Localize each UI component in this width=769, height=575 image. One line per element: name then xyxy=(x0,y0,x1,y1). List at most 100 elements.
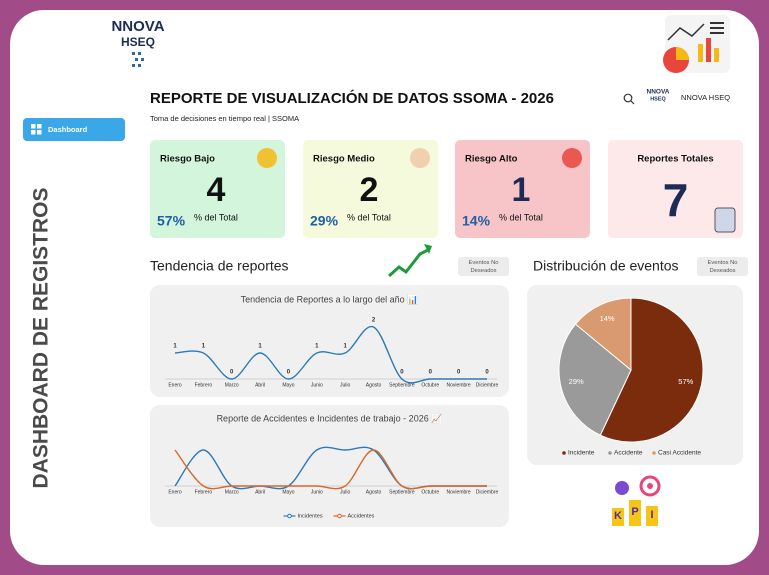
search-icon[interactable] xyxy=(623,93,635,105)
pie-slice xyxy=(599,297,704,443)
card-percent: 57% xyxy=(157,213,186,229)
card-value: 2 xyxy=(360,171,379,209)
x-tick-label: Julio xyxy=(340,489,351,495)
x-tick-label: Octubre xyxy=(421,382,439,388)
pie-label: 14% xyxy=(600,314,615,323)
svg-text:I: I xyxy=(650,509,653,521)
x-tick-label: Octubre xyxy=(421,489,439,495)
pie-slice xyxy=(574,297,632,372)
data-label: 1 xyxy=(202,344,206,350)
card-percent-text: % del Total xyxy=(499,212,543,222)
vertical-title: DASHBOARD DE REGISTROS xyxy=(30,187,53,488)
card-icon xyxy=(257,148,277,168)
chart-panel xyxy=(150,285,509,397)
card-icon xyxy=(562,148,582,168)
card xyxy=(455,140,590,238)
card-label: Riesgo Medio xyxy=(313,154,375,165)
badge-text[interactable]: Eventos No xyxy=(469,260,499,266)
x-tick-label: Septiembre xyxy=(389,489,415,495)
card-value: 7 xyxy=(663,174,689,226)
badge[interactable] xyxy=(458,257,509,276)
x-tick-label: Noviembre xyxy=(447,382,471,388)
card-label: Riesgo Alto xyxy=(465,154,518,165)
chart-icon xyxy=(663,15,730,73)
data-label: 0 xyxy=(230,370,234,376)
chart-title: Tendencia de Reportes a lo largo del año… xyxy=(241,293,419,304)
x-tick-label: Agosto xyxy=(366,489,382,495)
legend-label: Accidentes xyxy=(348,513,375,519)
trend-icon xyxy=(387,248,429,278)
legend-marker xyxy=(337,513,342,519)
x-tick-label: Abril xyxy=(255,489,265,495)
x-tick-label: Agosto xyxy=(366,382,382,388)
nav-button[interactable] xyxy=(23,118,125,141)
x-tick-label: Mayo xyxy=(282,382,294,388)
data-label: 0 xyxy=(485,370,489,376)
kpi-icon: K P I xyxy=(612,475,661,526)
card-label: Reportes Totales xyxy=(637,154,713,165)
chart-panel xyxy=(150,405,509,527)
section-title: Distribución de eventos xyxy=(533,258,679,274)
brand-line1: NNOVA xyxy=(111,18,164,35)
data-label: 1 xyxy=(315,344,319,350)
data-label: 1 xyxy=(344,344,348,350)
nav-label[interactable]: Dashboard xyxy=(48,125,88,134)
card xyxy=(608,140,743,238)
x-tick-label: Febrero xyxy=(195,382,213,388)
x-tick-label: Diciembre xyxy=(476,489,499,495)
card xyxy=(303,140,438,238)
legend-marker xyxy=(652,451,656,455)
page-title: REPORTE DE VISUALIZACIÓN DE DATOS SSOMA … xyxy=(150,89,554,107)
user-name[interactable]: NNOVA HSEQ xyxy=(681,93,730,102)
badge-text[interactable]: Deseados xyxy=(470,268,496,274)
data-label: 1 xyxy=(173,344,177,350)
card-percent: 29% xyxy=(310,213,339,229)
data-label: 2 xyxy=(372,318,376,324)
legend-marker xyxy=(287,513,292,519)
section-title: Tendencia de reportes xyxy=(150,258,289,274)
x-tick-label: Marzo xyxy=(225,489,239,495)
brand-dots xyxy=(132,52,144,67)
data-label: 0 xyxy=(457,370,461,376)
legend-label: Casi Accidente xyxy=(658,450,701,457)
x-tick-label: Noviembre xyxy=(447,489,471,495)
x-tick-label: Julio xyxy=(340,382,351,388)
card-icon xyxy=(410,148,430,168)
legend-label: Incidente xyxy=(568,450,595,457)
pie-label: 57% xyxy=(678,377,693,386)
pie-label: 29% xyxy=(569,377,584,386)
card-percent-text: % del Total xyxy=(194,212,238,222)
x-tick-label: Septiembre xyxy=(389,382,415,388)
x-tick-label: Junio xyxy=(311,489,323,495)
page-subtitle: Toma de decisiones en tiempo real | SSOM… xyxy=(150,114,299,123)
legend-label: Accidente xyxy=(614,450,643,457)
card-percent-text: % del Total xyxy=(347,212,391,222)
svg-text:K: K xyxy=(614,510,622,522)
svg-text:P: P xyxy=(631,506,638,518)
series-line xyxy=(174,449,487,490)
x-tick-label: Mayo xyxy=(282,489,294,495)
series-line xyxy=(174,325,487,384)
data-label: 0 xyxy=(400,370,404,376)
data-label: 1 xyxy=(258,344,262,350)
card-value: 1 xyxy=(512,171,531,209)
badge-text[interactable]: Eventos No xyxy=(708,260,738,266)
brand-line2: HSEQ xyxy=(121,35,155,49)
x-tick-label: Marzo xyxy=(225,382,239,388)
x-tick-label: Junio xyxy=(311,382,323,388)
data-label: 0 xyxy=(429,370,433,376)
legend-marker xyxy=(562,451,566,455)
x-tick-label: Enero xyxy=(168,489,182,495)
x-tick-label: Diciembre xyxy=(476,382,499,388)
chart-title: Reporte de Accidentes e Incidentes de tr… xyxy=(217,412,443,423)
card-label: Riesgo Bajo xyxy=(160,154,215,165)
badge[interactable] xyxy=(697,257,748,276)
trend-icon-head xyxy=(424,244,432,254)
user-logo-line2: HSEQ xyxy=(650,96,666,102)
x-tick-label: Abril xyxy=(255,382,265,388)
legend-marker xyxy=(608,451,612,455)
badge-text[interactable]: Deseados xyxy=(709,268,735,274)
x-tick-label: Febrero xyxy=(195,489,213,495)
